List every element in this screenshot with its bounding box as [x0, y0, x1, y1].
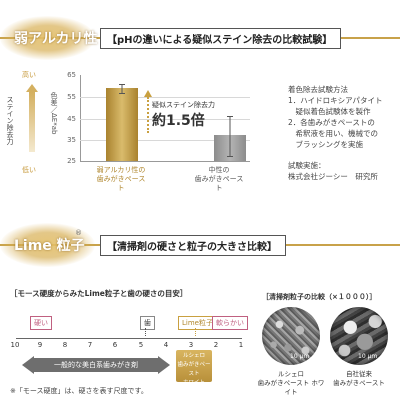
org-name: 株式会社ジーシー 研究所 [288, 172, 378, 181]
scale-tick: 4 [163, 341, 169, 349]
y-axis-label: 色差／ΔE*ab [50, 92, 58, 135]
section2-tag: Lime 粒子 [14, 238, 85, 254]
category-label-neutral: 中性の 歯みがきペースト [194, 166, 244, 193]
y-tick: 65 [67, 71, 76, 79]
scale-tick: 7 [87, 341, 93, 349]
high-label: 高い [22, 71, 36, 79]
side-label: ステイン除去力 [6, 96, 14, 145]
scale-tick: 6 [112, 341, 118, 349]
ratio-value: 約1.5倍 [152, 113, 205, 129]
gridline [80, 119, 250, 120]
low-label: 低い [22, 166, 36, 174]
product-line: ルシェロ [182, 353, 205, 359]
up-arrow-shaft [29, 92, 35, 152]
product-line: ホワイト [182, 380, 205, 386]
scale-tick: 3 [188, 341, 194, 349]
method-line: 希釈液を用い、機械での [288, 129, 378, 138]
general-arrow-right-icon [158, 356, 170, 374]
method-line: 疑似着色試験体を製作 [288, 107, 371, 116]
scale-bar-label: 10 μm [358, 353, 378, 360]
compare-title: ［清掃剤粒子の比較（×１０００）］ [262, 293, 377, 301]
gridline [80, 97, 250, 98]
scale-tick: 10 [10, 341, 20, 349]
photo-caption-lucero: ルシェロ 歯みがきペースト ホワイト [256, 370, 326, 397]
bar-alkaline [106, 87, 138, 161]
method-title: 着色除去試験方法 [288, 85, 348, 94]
soft-badge: 軟らかい [212, 316, 248, 330]
hard-badge: 硬い [30, 316, 52, 330]
method-line: 1．ハイドロキシアパタイト [288, 96, 383, 105]
category-line: 弱アルカリ性の [96, 166, 146, 174]
y-axis [80, 75, 81, 161]
x-axis [80, 161, 250, 162]
gridline [80, 140, 250, 141]
section1-title: 【pHの違いによる疑似ステイン除去の比較試験】 [100, 28, 342, 49]
tooth-badge: 歯 [140, 316, 155, 330]
section1-tag: 弱アルカリ性 [14, 31, 98, 47]
scale-title: ［モース硬度からみたLime粒子と歯の硬さの目安］ [10, 289, 188, 298]
method-line: ブラッシングを実施 [288, 140, 363, 149]
category-line: 中性の [208, 166, 230, 174]
photo-caption-conventional: 自社従来 歯みがきペースト [326, 370, 392, 388]
mohs-footnote: ※「モース硬度」は、硬さを表す尺度です。 [10, 387, 148, 395]
org-title: 試験実施： [288, 161, 326, 170]
scale-tick: 8 [62, 341, 68, 349]
y-tick: 55 [67, 93, 76, 101]
scale-bar-label: 10 μm [290, 353, 310, 360]
section1-header: 弱アルカリ性 【pHの違いによる疑似ステイン除去の比較試験】 [0, 16, 400, 60]
compare-arrow-shaft [147, 97, 151, 133]
header-glow [0, 223, 95, 267]
tooth-pointer [145, 328, 147, 336]
caption-line: 歯みがきペースト [333, 379, 385, 387]
section2-title: 【清掃剤の硬さと粒子の大きさ比較】 [100, 235, 286, 256]
section2-header: Lime 粒子 ® 【清掃剤の硬さと粒子の大きさ比較】 [0, 223, 400, 267]
scale-tick: 1 [238, 341, 244, 349]
particle-photo-conventional: 10 μm [330, 307, 388, 365]
compare-label: 疑似ステイン除去力 [152, 101, 215, 109]
caption-line: 自社従来 [346, 370, 372, 378]
registered-mark: ® [75, 229, 82, 237]
general-range-bar [34, 358, 158, 372]
caption-line: ルシェロ [278, 370, 304, 378]
method-notes: 着色除去試験方法 1．ハイドロキシアパタイト 疑似着色試験体を製作 2．各歯みが… [288, 84, 382, 182]
method-line: 2．各歯みがきペーストの [288, 118, 375, 127]
category-line: 歯みがきペースト [194, 175, 244, 192]
caption-line: 歯みがきペースト ホワイト [257, 379, 325, 396]
y-tick: 45 [67, 115, 76, 123]
compare-arrow-icon [144, 90, 152, 97]
y-tick: 35 [67, 136, 76, 144]
scale-tick: 2 [213, 341, 219, 349]
lime-pointer [195, 328, 197, 336]
product-line: 歯みがきペースト [177, 362, 211, 377]
general-range-label: 一般的な美白系歯みがき剤 [54, 361, 138, 369]
scale-tick: 5 [138, 341, 144, 349]
y-tick: 25 [67, 157, 76, 165]
category-label-alkaline: 弱アルカリ性の 歯みがきペースト [96, 166, 146, 193]
particle-photo-lucero: 10 μm [262, 307, 320, 365]
category-line: 歯みがきペースト [96, 175, 146, 192]
up-arrow-icon [26, 84, 38, 92]
scale-line [16, 338, 242, 339]
error-bar-alkaline [119, 83, 125, 95]
header-glow [0, 16, 95, 60]
general-arrow-left-icon [22, 356, 34, 374]
scale-tick: 9 [37, 341, 43, 349]
product-box: ルシェロ 歯みがきペースト ホワイト [176, 350, 212, 386]
error-bar-neutral [227, 115, 233, 157]
